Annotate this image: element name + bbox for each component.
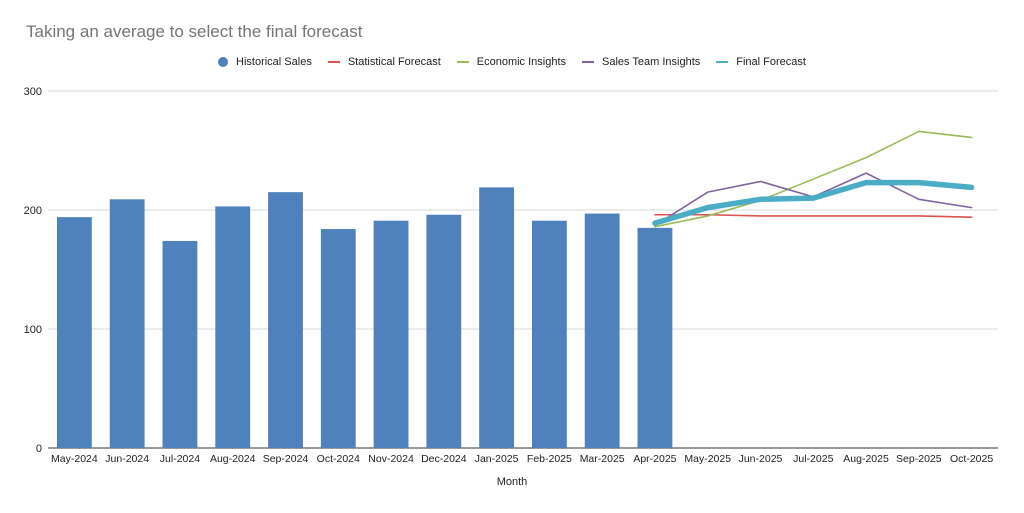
legend-label: Statistical Forecast [347,56,441,68]
x-tick-label: May-2025 [684,453,731,465]
bar [584,213,620,448]
bar [109,199,145,448]
x-tick-label: Aug-2024 [210,453,256,465]
bar [479,187,515,448]
legend-label: Sales Team Insights [602,56,701,68]
legend-label: Economic Insights [476,56,567,68]
legend-swatch [218,57,229,67]
x-tick-label: Jun-2024 [105,453,149,465]
bar [268,192,303,448]
bar [426,214,462,448]
bar [56,217,92,448]
bar [215,206,251,448]
legend-swatch [327,61,340,63]
y-tick-label: 200 [24,205,42,217]
x-tick-label: Aug-2025 [843,453,889,465]
series-line [654,213,973,218]
y-tick-label: 0 [36,443,42,455]
legend-item: Statistical Forecast [327,56,441,68]
y-tick-label: 100 [24,324,42,336]
bar [162,240,198,448]
x-tick-label: Nov-2024 [368,453,414,465]
x-tick-label: Mar-2025 [580,453,625,465]
x-tick-label: Jul-2025 [793,453,833,465]
legend-swatch [716,61,729,63]
legend-item: Economic Insights [456,56,567,68]
legend-item: Historical Sales [218,56,312,68]
x-tick-label: Apr-2025 [633,453,676,465]
x-tick-label: Feb-2025 [527,453,572,465]
legend-swatch [456,61,469,63]
x-tick-label: Dec-2024 [421,453,467,465]
x-tick-label: Sep-2025 [896,453,942,465]
x-tick-label: Oct-2025 [950,453,993,465]
legend-item: Sales Team Insights [582,56,700,68]
legend-label: Historical Sales [236,56,312,68]
legend: Historical Sales Statistical Forecast Econ… [0,56,1024,68]
x-axis-label: Month [496,476,528,488]
x-tick-label: Sep-2024 [263,453,309,465]
x-tick-label: Jul-2024 [160,453,200,465]
y-tick-label: 300 [24,86,42,98]
series-line [654,130,973,228]
x-tick-label: Oct-2024 [317,453,360,465]
legend-swatch [582,61,595,63]
x-tick-label: Jun-2025 [739,453,783,465]
bar [320,229,356,448]
x-tick-label: Jan-2025 [475,453,519,465]
bar [531,220,567,448]
x-tick-label: May-2024 [51,453,98,465]
series-line [652,179,975,226]
legend-label: Final Forecast [736,56,806,68]
chart-title: Taking an average to select the final fo… [26,22,363,41]
legend-item: Final Forecast [716,56,806,68]
bar [637,227,673,448]
bar [373,220,409,448]
